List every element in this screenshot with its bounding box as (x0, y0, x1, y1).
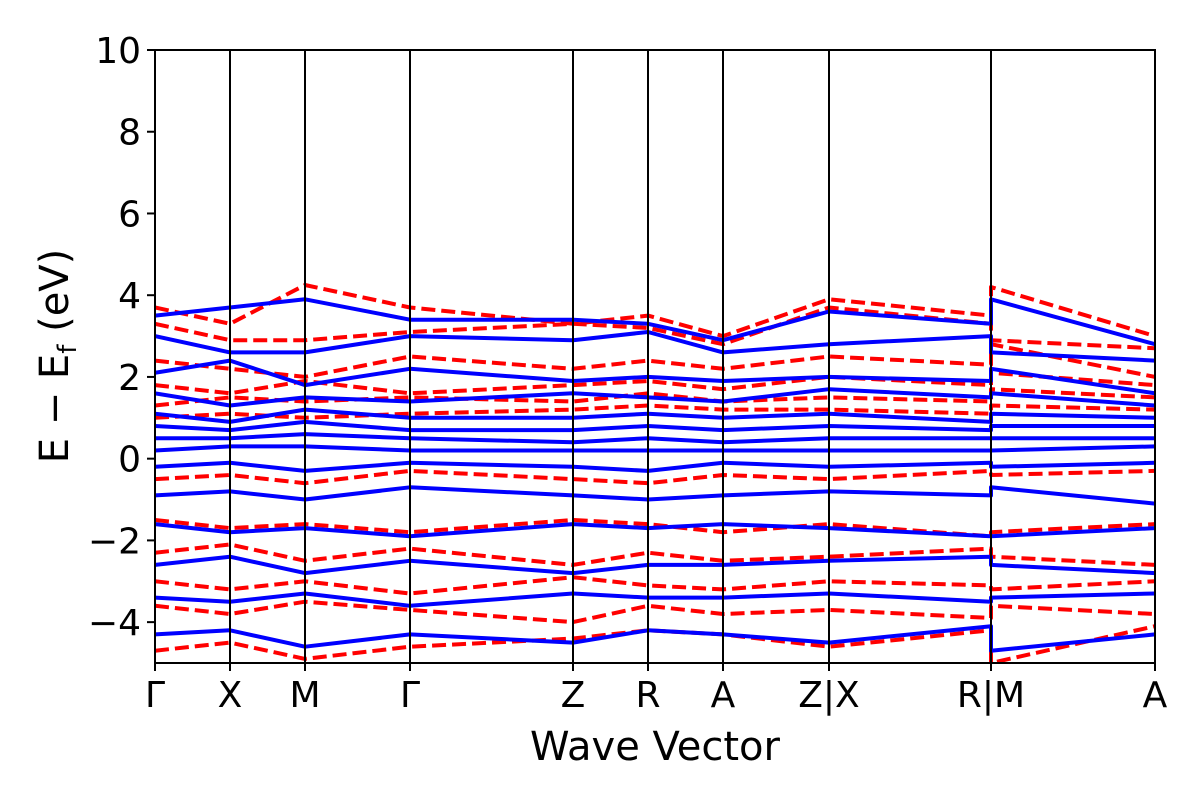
x-tick-label: Γ (145, 675, 165, 716)
x-tick-label: Z|X (798, 675, 859, 716)
y-tick-label: 6 (118, 194, 141, 235)
x-tick-label: X (218, 675, 243, 716)
y-tick-label: 8 (118, 113, 141, 154)
band-line (155, 468, 1155, 486)
band-line (155, 522, 1155, 539)
y-tick-label: −2 (88, 521, 141, 562)
plot-frame (154, 49, 1156, 664)
y-axis-title-unit: (eV) (32, 249, 78, 345)
x-axis-title: Wave Vector (530, 724, 781, 770)
band-line (155, 432, 1155, 445)
y-axis-title-main: E − E (32, 354, 78, 464)
x-axis-ticks: Γ X M Γ Z R A Z|X R|M A (145, 663, 1168, 716)
x-tick-label: A (1143, 675, 1168, 716)
y-axis-ticks: −4 −2 0 2 4 6 8 10 (88, 31, 155, 644)
x-tick-label: R (635, 675, 660, 716)
band-line (155, 518, 1155, 539)
y-axis-title-sub: f (53, 344, 83, 354)
band-line (155, 444, 1155, 453)
y-tick-label: 0 (118, 440, 141, 481)
x-tick-label: Γ (400, 675, 420, 716)
plot-area (154, 49, 1156, 664)
x-tick-label: Z (561, 675, 586, 716)
x-tick-label: M (289, 675, 320, 716)
x-tick-label: A (711, 675, 736, 716)
y-tick-label: −4 (88, 603, 141, 644)
y-tick-label: 10 (95, 31, 141, 72)
x-tick-label: R|M (957, 675, 1025, 716)
kpoint-lines (229, 50, 992, 663)
y-tick-label: 4 (118, 276, 141, 317)
y-axis-title: E − Ef (eV) (32, 249, 83, 464)
y-tick-label: 2 (118, 358, 141, 399)
